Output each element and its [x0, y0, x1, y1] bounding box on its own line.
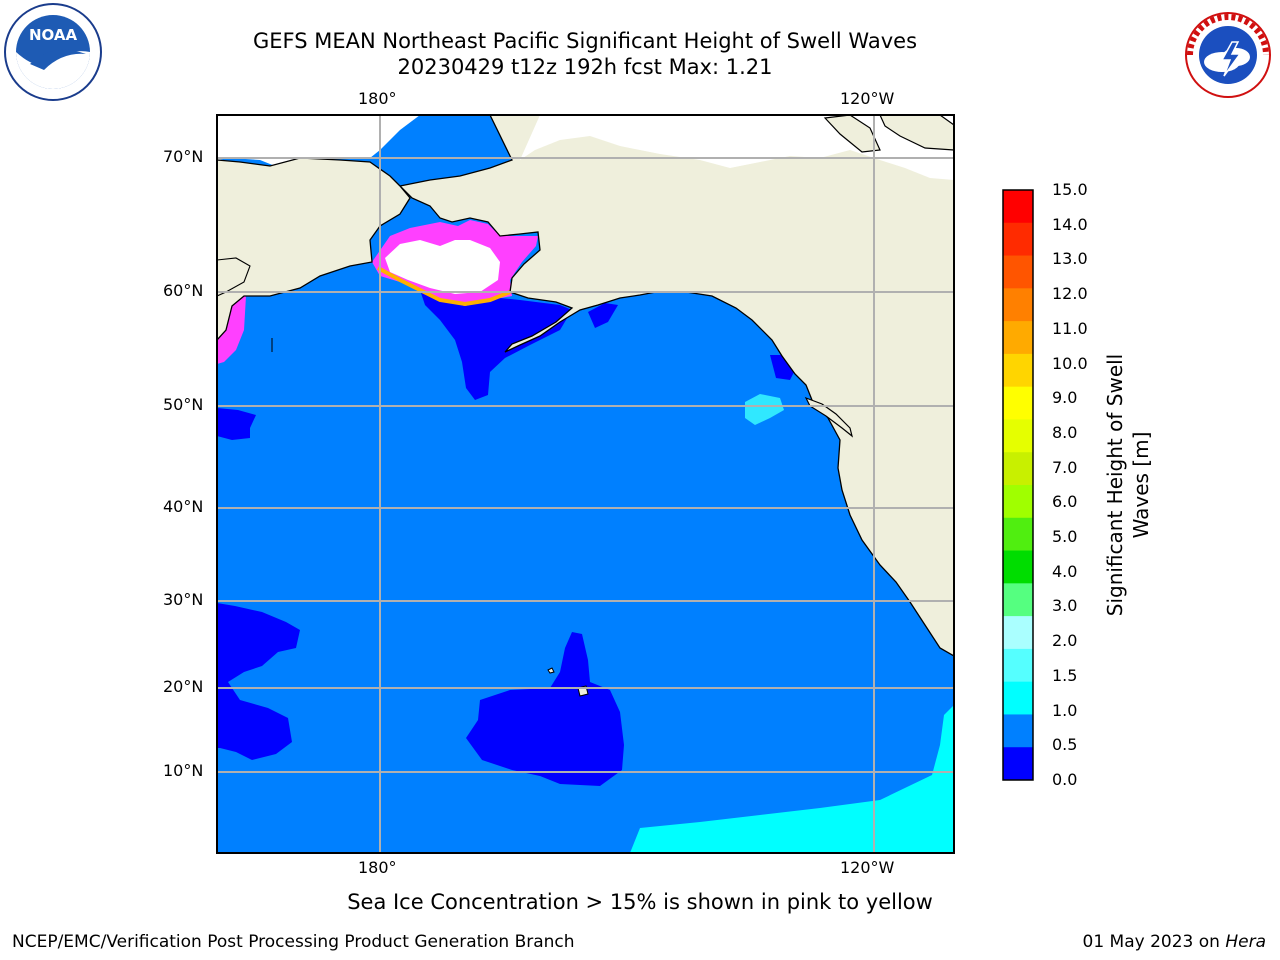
low-swell-region: [217, 603, 300, 760]
colorbar-cell: [1003, 747, 1033, 781]
colorbar-cell: [1003, 616, 1033, 650]
map-subtitle: 20230429 t12z 192h fcst Max: 1.21: [397, 55, 773, 79]
colorbar-tick-label: 0.5: [1052, 735, 1078, 755]
map-frame: [216, 114, 955, 854]
colorbar-cell: [1003, 288, 1033, 322]
sea-ice-note: Sea Ice Concentration > 15% is shown in …: [347, 890, 933, 914]
lon-label-bottom: 120°W: [840, 858, 895, 877]
colorbar-tick-label: 6.0: [1052, 492, 1078, 512]
colorbar-tick-label: 1.5: [1052, 665, 1078, 685]
colorbar-cell: [1003, 190, 1033, 224]
colorbar-cell: [1003, 353, 1033, 388]
lat-label: 70°N: [163, 147, 204, 166]
colorbar-tick-label: 5.0: [1052, 527, 1078, 547]
colorbar-tick-label: 14.0: [1052, 214, 1088, 234]
nws-logo: [1185, 12, 1271, 98]
lat-label: 10°N: [163, 761, 204, 780]
colorbar-tick-label: 2.0: [1052, 631, 1078, 651]
colorbar-tick-label: 8.0: [1052, 422, 1078, 442]
lat-label: 20°N: [163, 677, 204, 696]
lat-label: 40°N: [163, 497, 204, 516]
lat-label: 30°N: [163, 590, 204, 609]
colorbar-cell: [1003, 255, 1033, 289]
colorbar-tick-label: 1.0: [1052, 700, 1078, 720]
colorbar-tick-label: 3.0: [1052, 596, 1078, 616]
colorbar-tick-label: 10.0: [1052, 353, 1088, 373]
colorbar-cell: [1003, 321, 1033, 355]
lon-label-top: 180°: [358, 89, 397, 108]
colorbar-cell: [1003, 485, 1033, 519]
colorbar-cell: [1003, 222, 1033, 257]
colorbar-tick-label: 11.0: [1052, 318, 1088, 338]
colorbar: [1002, 189, 1034, 781]
colorbar-tick-label: 0.0: [1052, 770, 1078, 789]
low-swell-region: [466, 632, 624, 786]
colorbar-cell: [1003, 583, 1033, 617]
colorbar-tick-label: 7.0: [1052, 457, 1078, 477]
map-title: GEFS MEAN Northeast Pacific Significant …: [252, 29, 918, 53]
colorbar-cell: [1003, 648, 1033, 683]
colorbar-cell: [1003, 386, 1033, 420]
lat-label: 50°N: [163, 395, 204, 414]
colorbar-cell: [1003, 517, 1033, 552]
colorbar-cell: [1003, 419, 1033, 453]
colorbar-cell: [1003, 714, 1033, 748]
colorbar-tick-label: 4.0: [1052, 561, 1078, 581]
colorbar-tick-label: 12.0: [1052, 284, 1088, 304]
colorbar-cell: [1003, 681, 1033, 715]
footer-date: 01 May 2023 on Hera: [1082, 932, 1267, 952]
lon-label-top: 120°W: [840, 89, 895, 108]
colorbar-cell: [1003, 550, 1033, 584]
colorbar-tick-label: 9.0: [1052, 388, 1078, 408]
lon-label-bottom: 180°: [358, 858, 397, 877]
colorbar-label: Significant Height of Swell Waves [m]: [1103, 353, 1153, 617]
colorbar-tick-label: 15.0: [1052, 180, 1088, 199]
low-swell-region: [217, 408, 256, 440]
cyan-patch: [745, 394, 784, 425]
north-america-land: [398, 115, 954, 657]
noaa-logo-text: NOAA: [29, 26, 78, 44]
colorbar-cell: [1003, 452, 1033, 486]
graticule: [217, 115, 954, 853]
low-swell-region: [420, 290, 572, 400]
lat-label: 60°N: [163, 281, 204, 300]
colorbar-tick-label: 13.0: [1052, 249, 1088, 269]
footer-credit: NCEP/EMC/Verification Post Processing Pr…: [12, 932, 575, 952]
noaa-logo: NOAA: [4, 3, 102, 101]
